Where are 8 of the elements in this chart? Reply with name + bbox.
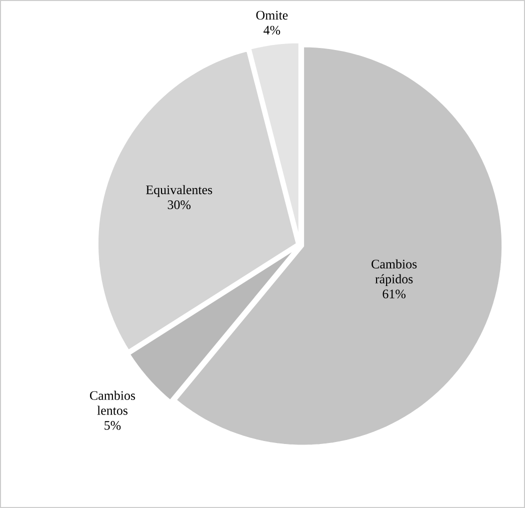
data-label: 5% xyxy=(104,421,121,430)
data-label: 4% xyxy=(264,26,280,35)
data-label: 61% xyxy=(382,290,406,298)
data-label: 30% xyxy=(168,200,191,210)
slice-label: Cambios lentos xyxy=(90,390,136,415)
slice-label: Cambios rápidos xyxy=(372,259,417,286)
slice-label: Equivalentes xyxy=(146,185,212,197)
slice-label: Omite xyxy=(256,10,288,20)
